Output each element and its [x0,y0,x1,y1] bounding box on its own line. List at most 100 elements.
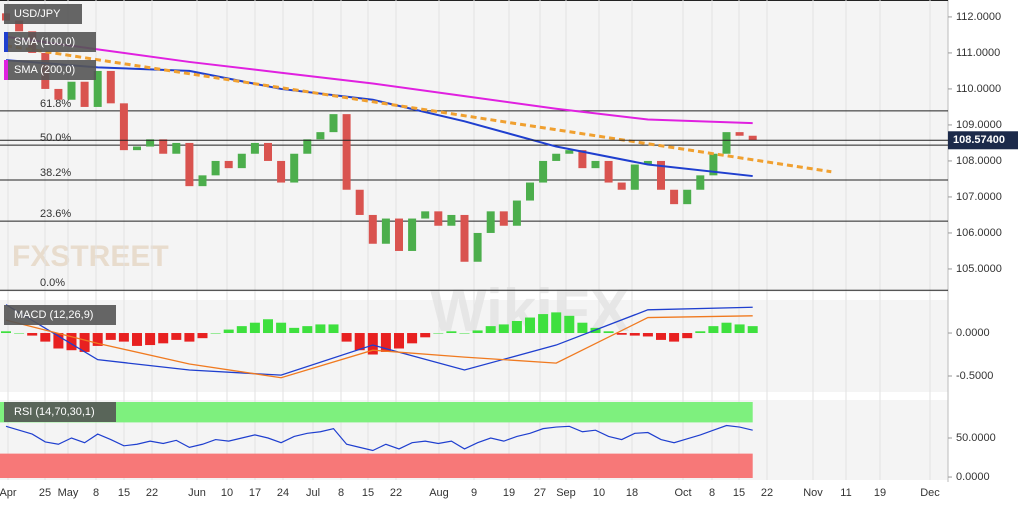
x-tick-label: Aug [429,487,449,499]
candle [159,139,168,154]
oversold-band [0,453,753,478]
macd-bar [210,333,221,334]
candle [54,88,63,100]
y-tick-label: 109.0000 [956,119,1002,131]
x-tick-label: 18 [626,487,638,499]
macd-bar [525,317,535,334]
macd-bar [328,324,339,334]
x-tick-label: Jun [188,487,206,499]
candle [80,81,89,107]
candle [591,160,600,169]
candle [604,160,613,183]
watermark: WikiFX [430,277,629,344]
candle [748,135,757,141]
candle [473,232,482,262]
candle [447,214,456,226]
macd-bar [197,333,208,339]
macd-bar [263,319,273,334]
macd-bar [79,333,90,352]
legend-box [4,305,116,325]
macd-bar [695,331,706,334]
x-tick-label: 25 [39,487,51,499]
legend-label: SMA (200,0) [14,64,75,76]
macd-bar [145,333,156,346]
x-tick-label: May [58,487,79,499]
candle [264,142,272,161]
legend-box [4,60,96,80]
macd-bar [236,326,247,334]
macd-bar [603,331,614,334]
x-tick-label: 8 [709,487,715,499]
overbought-band [0,402,753,423]
x-tick-label: Oct [674,487,691,499]
candle [250,142,259,154]
x-tick-label: 15 [733,487,745,499]
x-tick-label: Sep [556,487,576,499]
y-tick-label: 110.0000 [956,83,1001,95]
candle [460,214,469,262]
macd-bar [459,333,470,334]
legend-label: RSI (14,70,30,1) [14,406,95,418]
candle [303,139,312,154]
macd-bar [315,324,326,334]
candle [342,114,351,190]
x-tick-label: 8 [338,487,344,499]
sma-line [5,35,753,125]
legend-swatch [4,32,8,52]
macd-bar [538,314,549,334]
legend-box [4,402,116,422]
macd-bar [669,333,680,342]
macd-bar [721,322,732,334]
x-tick-label: 19 [503,487,515,499]
macd-bar [708,326,719,334]
macd-bar [223,329,234,334]
fib-label: 38.2% [40,167,71,179]
macd-bar [132,333,142,346]
macd-bar [92,333,103,346]
macd-bar [249,322,260,334]
y-tick-label: 50.0000 [956,432,996,444]
x-tick-label: 10 [221,487,233,499]
candle [735,132,744,136]
fib-label: 61.8% [40,98,71,110]
candle [316,132,325,140]
candle [106,70,115,104]
macd-bar [564,315,575,334]
y-tick-label: 105.0000 [956,263,1002,275]
candle [709,153,718,176]
macd-bar [734,324,745,334]
candle [499,211,508,226]
candle [512,200,521,226]
fib-label: 23.6% [40,208,71,220]
macd-bar [485,326,496,334]
macd-bar [616,333,627,335]
macd-bar [656,333,666,340]
candle [67,81,76,100]
candle [224,160,233,169]
fib-label: 50.0% [40,132,71,144]
legend-box [4,4,82,24]
x-tick-label: 10 [593,487,605,499]
macd-bar [446,331,457,334]
candle [434,211,443,226]
candle [683,189,692,205]
x-tick-label: Apr [0,487,17,499]
candle [722,132,731,154]
candle [395,218,403,251]
legend-label: USD/JPY [14,8,61,20]
x-tick-label: 19 [874,487,886,499]
candle [565,150,574,154]
x-tick-label: 17 [249,487,261,499]
candle [93,70,102,107]
candle [133,146,141,151]
candle [368,214,377,244]
trendline [5,44,832,174]
legend-box [4,32,96,52]
price-tag [948,131,1018,150]
macd-bar [276,322,287,334]
x-tick-label: 22 [761,487,773,499]
macd-bar [27,333,38,336]
y-tick-label: 106.0000 [956,227,1002,239]
macd-bar [184,333,195,342]
